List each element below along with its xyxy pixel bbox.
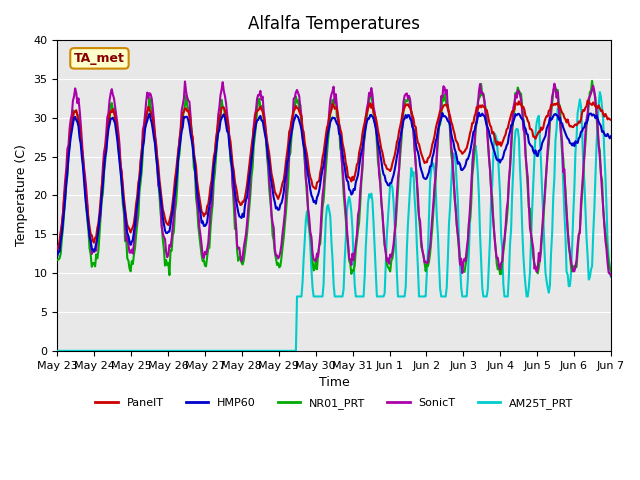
- Legend: PanelT, HMP60, NR01_PRT, SonicT, AM25T_PRT: PanelT, HMP60, NR01_PRT, SonicT, AM25T_P…: [91, 394, 577, 414]
- Y-axis label: Temperature (C): Temperature (C): [15, 144, 28, 246]
- Title: Alfalfa Temperatures: Alfalfa Temperatures: [248, 15, 420, 33]
- Text: TA_met: TA_met: [74, 52, 125, 65]
- X-axis label: Time: Time: [319, 376, 349, 389]
